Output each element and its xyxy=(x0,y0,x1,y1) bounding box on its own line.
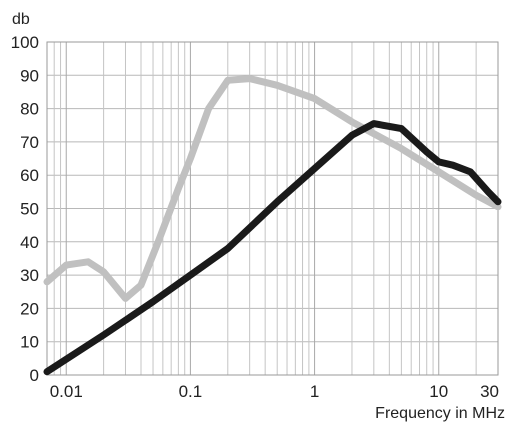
x-tick-label: 1 xyxy=(310,382,319,401)
y-tick-label: 0 xyxy=(30,366,39,385)
x-axis-title: Frequency in MHz xyxy=(375,405,505,422)
y-tick-label: 100 xyxy=(11,33,39,52)
series-line-2 xyxy=(43,120,502,376)
y-tick-label: 80 xyxy=(20,100,39,119)
y-tick-label: 60 xyxy=(20,166,39,185)
x-tick-label: 10 xyxy=(429,382,448,401)
series-layer xyxy=(43,75,502,376)
x-axis: 0.01 0.1 1 10 30 xyxy=(50,382,499,401)
y-tick-label: 50 xyxy=(20,200,39,219)
y-tick-label: 20 xyxy=(20,299,39,318)
x-tick-label: 0.1 xyxy=(179,382,203,401)
series-line-1 xyxy=(43,75,502,302)
y-tick-label: 30 xyxy=(20,266,39,285)
x-tick-label: 0.01 xyxy=(50,382,83,401)
y-tick-label: 90 xyxy=(20,66,39,85)
x-tick-label: 30 xyxy=(480,382,499,401)
y-axis: 0 10 20 30 40 50 60 70 80 90 100 xyxy=(11,33,39,385)
y-tick-label: 40 xyxy=(20,233,39,252)
y-axis-title: db xyxy=(12,11,30,28)
y-tick-label: 70 xyxy=(20,133,39,152)
y-tick-label: 10 xyxy=(20,333,39,352)
grid xyxy=(46,41,499,376)
